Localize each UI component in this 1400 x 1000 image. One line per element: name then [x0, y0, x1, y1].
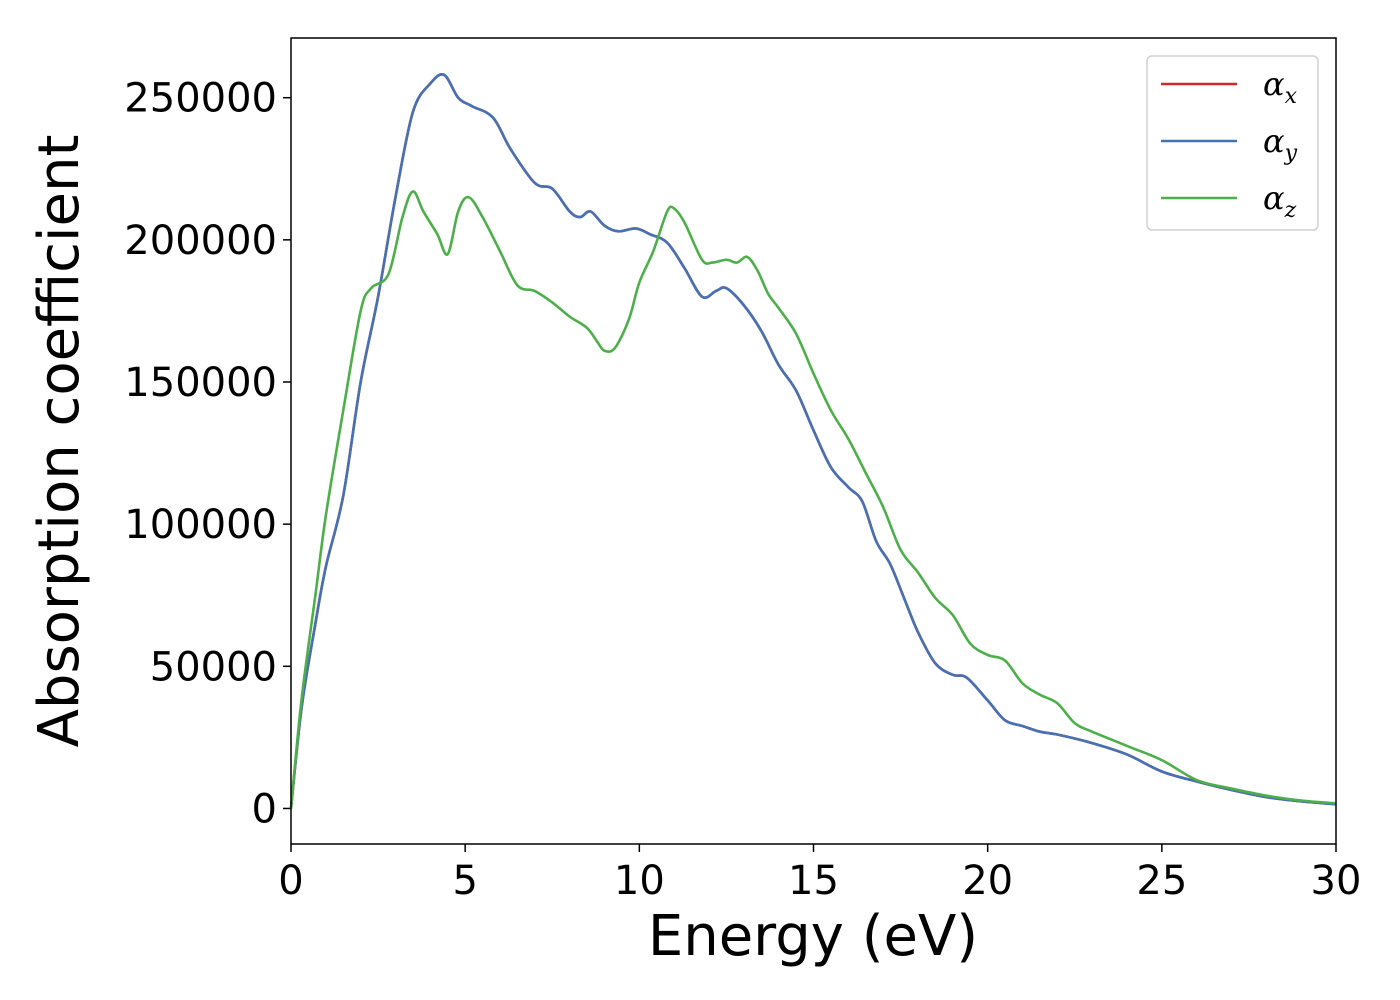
legend-symbol: α: [1263, 179, 1285, 217]
x-tick-label: 20: [962, 858, 1013, 904]
series-line-z: [289, 190, 1337, 809]
legend-subscript: z: [1284, 198, 1297, 223]
legend-symbol: α: [1263, 122, 1285, 160]
y-tick-label: 0: [252, 786, 277, 832]
x-tick-label: 0: [278, 858, 303, 904]
y-axis: 0 50000 100000 150000 200000 250000: [124, 76, 291, 832]
plot-frame: [290, 37, 1337, 845]
y-tick-label: 200000: [124, 218, 277, 264]
legend-label-y: αy: [1263, 122, 1298, 166]
x-tick-label: 15: [788, 858, 839, 904]
x-tick-label: 25: [1136, 858, 1187, 904]
legend-box: [1146, 55, 1319, 231]
legend-label-z: αz: [1263, 179, 1297, 223]
legend-subscript: x: [1285, 84, 1298, 109]
y-tick-label: 150000: [124, 360, 277, 406]
y-tick-label: 250000: [124, 76, 277, 122]
x-tick-label: 5: [452, 858, 477, 904]
x-tick-label: 30: [1311, 858, 1362, 904]
y-axis-label: Absorption coefficient: [27, 135, 92, 748]
series-layer: [289, 73, 1337, 809]
series-line-y: [289, 73, 1337, 809]
x-axis: 0 5 10 15 20 25 30: [278, 844, 1361, 904]
x-axis-label: Energy (eV): [648, 904, 978, 969]
legend-subscript: y: [1284, 141, 1298, 166]
y-tick-label: 100000: [124, 502, 277, 548]
legend-symbol: α: [1263, 65, 1285, 103]
legend-label-x: αx: [1263, 65, 1298, 109]
x-tick-label: 10: [614, 858, 665, 904]
y-tick-label: 50000: [150, 644, 277, 690]
